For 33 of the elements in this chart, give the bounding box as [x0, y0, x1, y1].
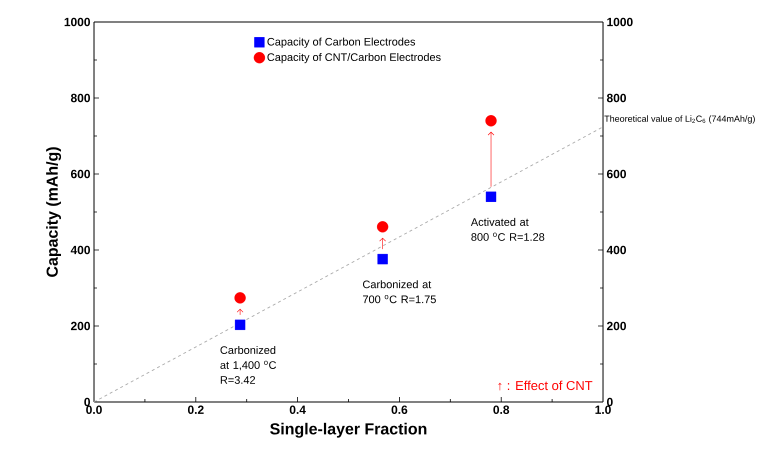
x-tick-label: 0.4	[290, 406, 306, 414]
y2-tick-label: 1000	[607, 18, 633, 26]
y2-tick-label: 400	[606, 246, 626, 254]
y-axis-title: Capacity (mAh/g)	[46, 147, 62, 277]
x-tick-label: 0.2	[188, 406, 204, 414]
x-tick-label: 0.0	[86, 406, 102, 414]
legend-label: Capacity of Carbon Electrodes	[267, 38, 416, 48]
x-tick-label: 0.8	[493, 406, 510, 414]
point	[234, 292, 246, 304]
x-tick-label: 0.6	[392, 406, 408, 414]
x-tick-label: 1.0	[595, 406, 611, 414]
point	[486, 192, 496, 202]
point	[377, 254, 388, 264]
y2-tick-label: 600	[606, 170, 626, 178]
y-tick-label: 200	[70, 322, 90, 330]
annotation: Activated at 800 $^{o}$C R=1.28	[470, 218, 544, 241]
y-tick-label: 0	[84, 398, 90, 406]
y-tick-label: 600	[70, 170, 90, 178]
point	[485, 115, 497, 126]
legend-label: Capacity of CNT/Carbon Electrodes	[267, 52, 441, 64]
x-axis-title: Single-layer Fraction	[270, 422, 426, 438]
y2-tick-label: 0	[607, 398, 613, 406]
annotation: ↑ : Effect of CNT	[498, 380, 592, 390]
point	[234, 320, 246, 330]
point	[376, 221, 388, 232]
y-tick-label: 400	[70, 246, 90, 254]
annotation: Theoretical value of Li$_{2}$C$_{6}$ (744mAh/g)	[604, 115, 755, 124]
y-tick-label: 800	[70, 94, 90, 102]
y-tick-label: 1000	[64, 18, 90, 26]
y2-tick-label: 800	[606, 94, 626, 102]
annotation: Carbonized at 700 $^{o}$C R=1.75	[363, 280, 436, 304]
text: Carbonized at 1,400 $^{o}$C R=3.42	[220, 346, 276, 384]
y2-tick-label: 200	[606, 322, 626, 330]
